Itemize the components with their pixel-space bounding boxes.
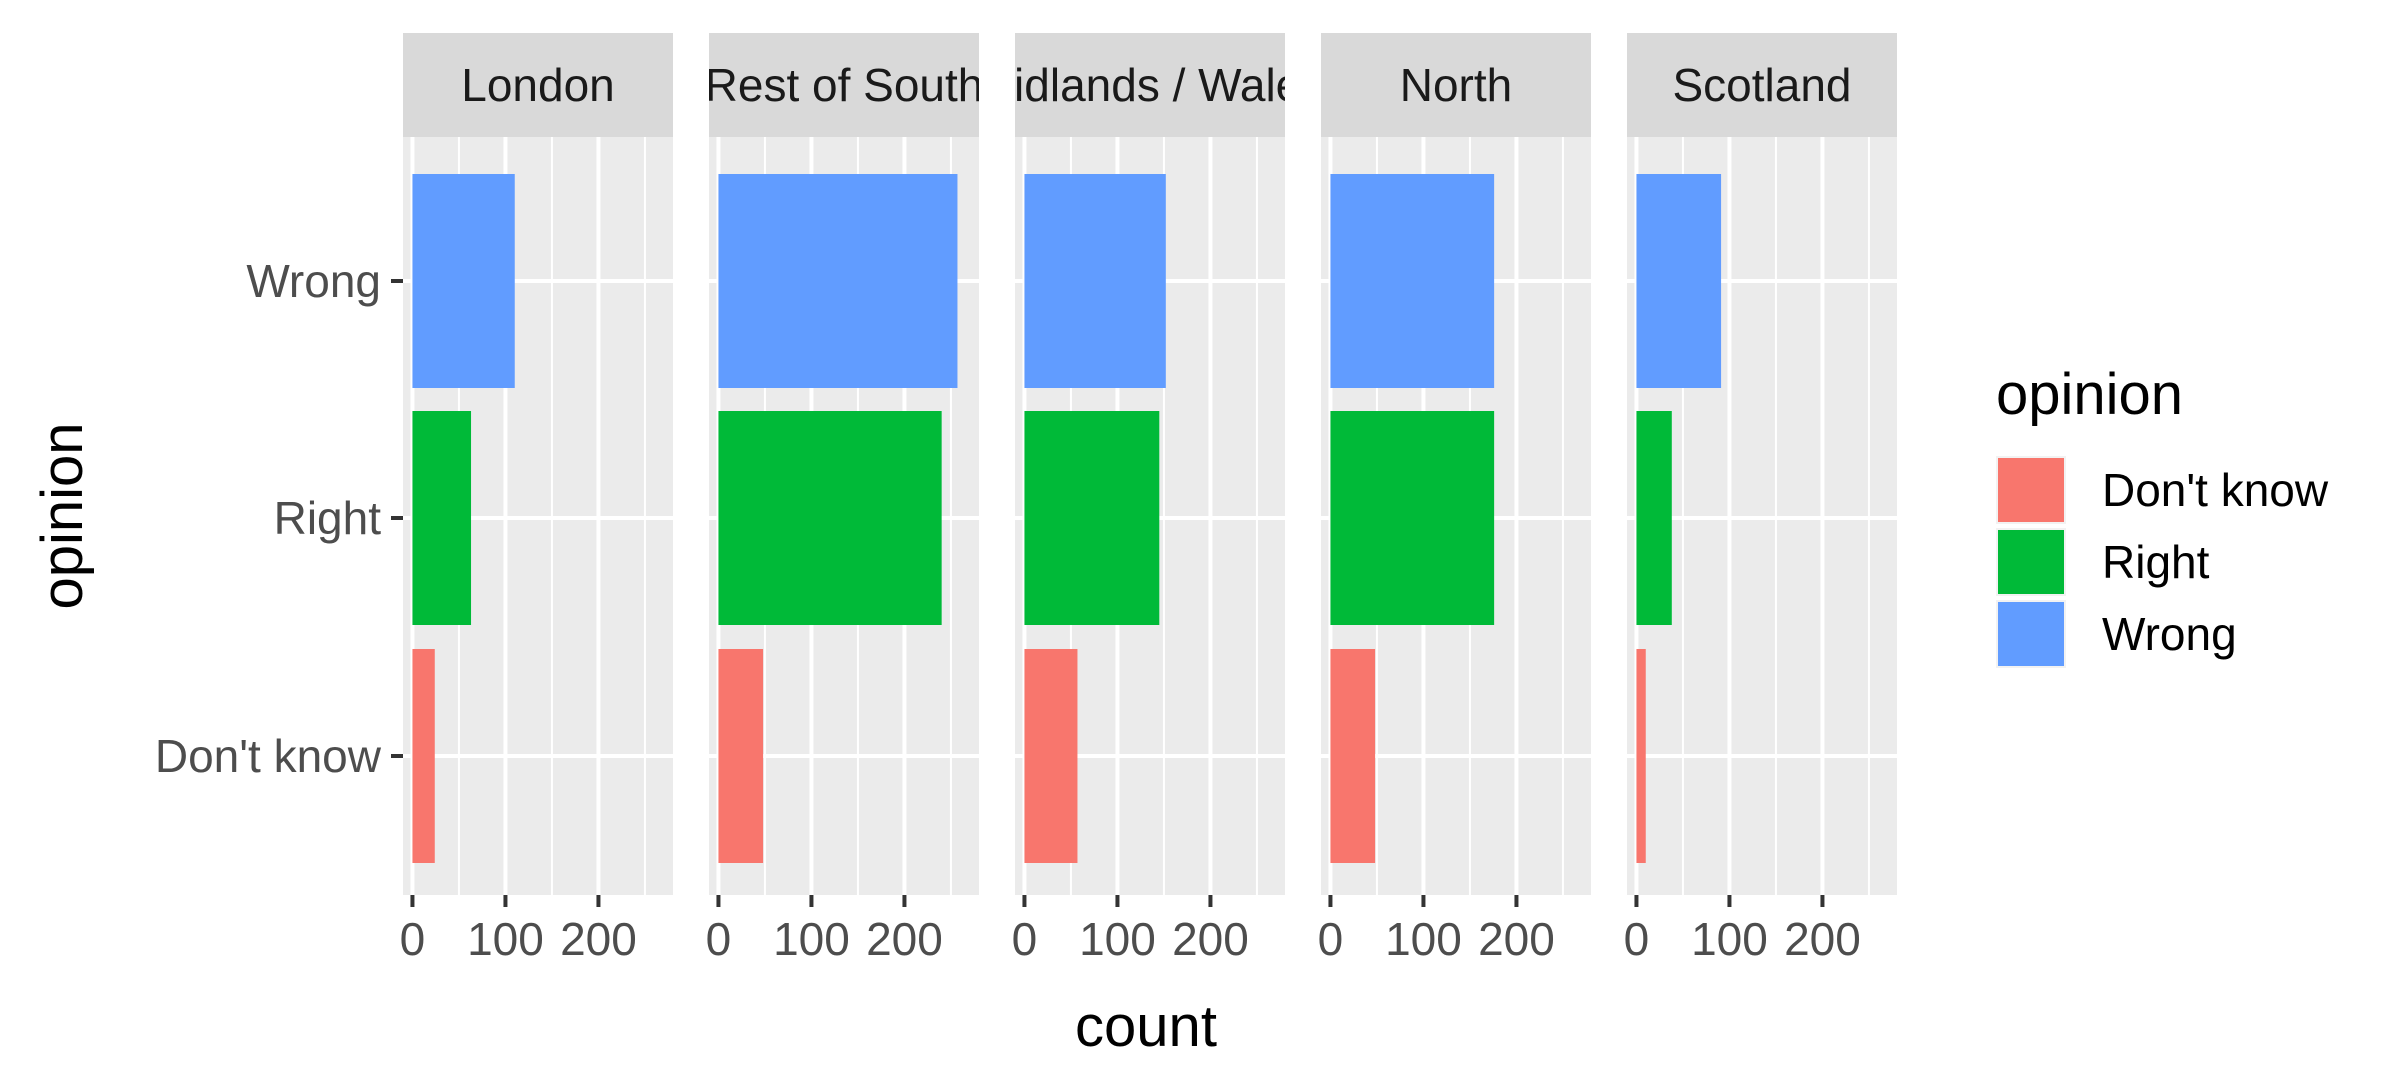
facet-strip	[403, 33, 673, 137]
bar-scotland-wrong	[1636, 174, 1722, 388]
legend-label-don-t-know: Don't know	[2102, 464, 2329, 516]
legend-label-wrong: Wrong	[2102, 608, 2237, 660]
x-tick-label: 200	[866, 913, 943, 965]
facet-strip-label: Scotland	[1672, 59, 1851, 111]
bar-scotland-right	[1636, 411, 1672, 625]
facet-strip	[1627, 33, 1897, 137]
facet-strip	[1015, 33, 1285, 137]
x-tick-label: 100	[1079, 913, 1156, 965]
facet-strip-label: Rest of South	[705, 59, 984, 111]
bar-midlands-wales-don-t-know	[1024, 649, 1078, 863]
x-tick-label: 200	[560, 913, 637, 965]
facet-midlands-wales: Midlands / Wales 0 100 200	[976, 33, 1325, 965]
x-tick-label: 0	[706, 913, 732, 965]
facet-strip-label: London	[461, 59, 615, 111]
y-axis: Don't know Right Wrong	[155, 255, 403, 782]
x-tick-label: 200	[1784, 913, 1861, 965]
x-tick-label: 0	[400, 913, 426, 965]
legend-swatch-wrong	[1998, 602, 2064, 666]
bar-london-wrong	[412, 174, 515, 388]
x-tick-label: 100	[1385, 913, 1462, 965]
y-axis-title: opinion	[30, 422, 95, 609]
facet-strip-label: Midlands / Wales	[976, 59, 1325, 111]
legend-title: opinion	[1996, 362, 2183, 427]
x-tick-label: 100	[1691, 913, 1768, 965]
facet-rest-of-south: Rest of South 0 100 200	[705, 33, 984, 965]
x-tick-label: 100	[773, 913, 850, 965]
x-axis-title: count	[1075, 994, 1217, 1059]
legend-swatch-don-t-know	[1998, 458, 2064, 522]
legend-label-right: Right	[2102, 536, 2210, 588]
legend-swatch-right	[1998, 530, 2064, 594]
facet-north: North 0 100 200	[1318, 33, 1591, 965]
facet-strip	[709, 33, 979, 137]
bar-rest-of-south-wrong	[718, 174, 958, 388]
facet-strip-label: North	[1400, 59, 1512, 111]
x-tick-label: 200	[1172, 913, 1249, 965]
bar-rest-of-south-right	[718, 411, 942, 625]
x-tick-label: 100	[467, 913, 544, 965]
bar-midlands-wales-right	[1024, 411, 1160, 625]
y-tick-label: Right	[274, 492, 382, 544]
bar-north-wrong	[1330, 174, 1495, 388]
bar-north-right	[1330, 411, 1495, 625]
x-tick-label: 200	[1478, 913, 1555, 965]
facet-london: London 0 100 200	[400, 33, 673, 965]
x-tick-label: 0	[1318, 913, 1344, 965]
y-tick-label: Don't know	[155, 730, 382, 782]
facet-scotland: Scotland 0 100 200	[1624, 33, 1897, 965]
bar-rest-of-south-don-t-know	[718, 649, 764, 863]
x-tick-label: 0	[1624, 913, 1650, 965]
facet-strip	[1321, 33, 1591, 137]
bar-north-don-t-know	[1330, 649, 1376, 863]
bar-london-don-t-know	[412, 649, 435, 863]
y-tick-label: Wrong	[246, 255, 381, 307]
bar-london-right	[412, 411, 472, 625]
bar-scotland-don-t-know	[1636, 649, 1646, 863]
x-tick-label: 0	[1012, 913, 1038, 965]
bar-midlands-wales-wrong	[1024, 174, 1166, 388]
legend: opinion Don't know Right Wrong	[1996, 362, 2329, 668]
